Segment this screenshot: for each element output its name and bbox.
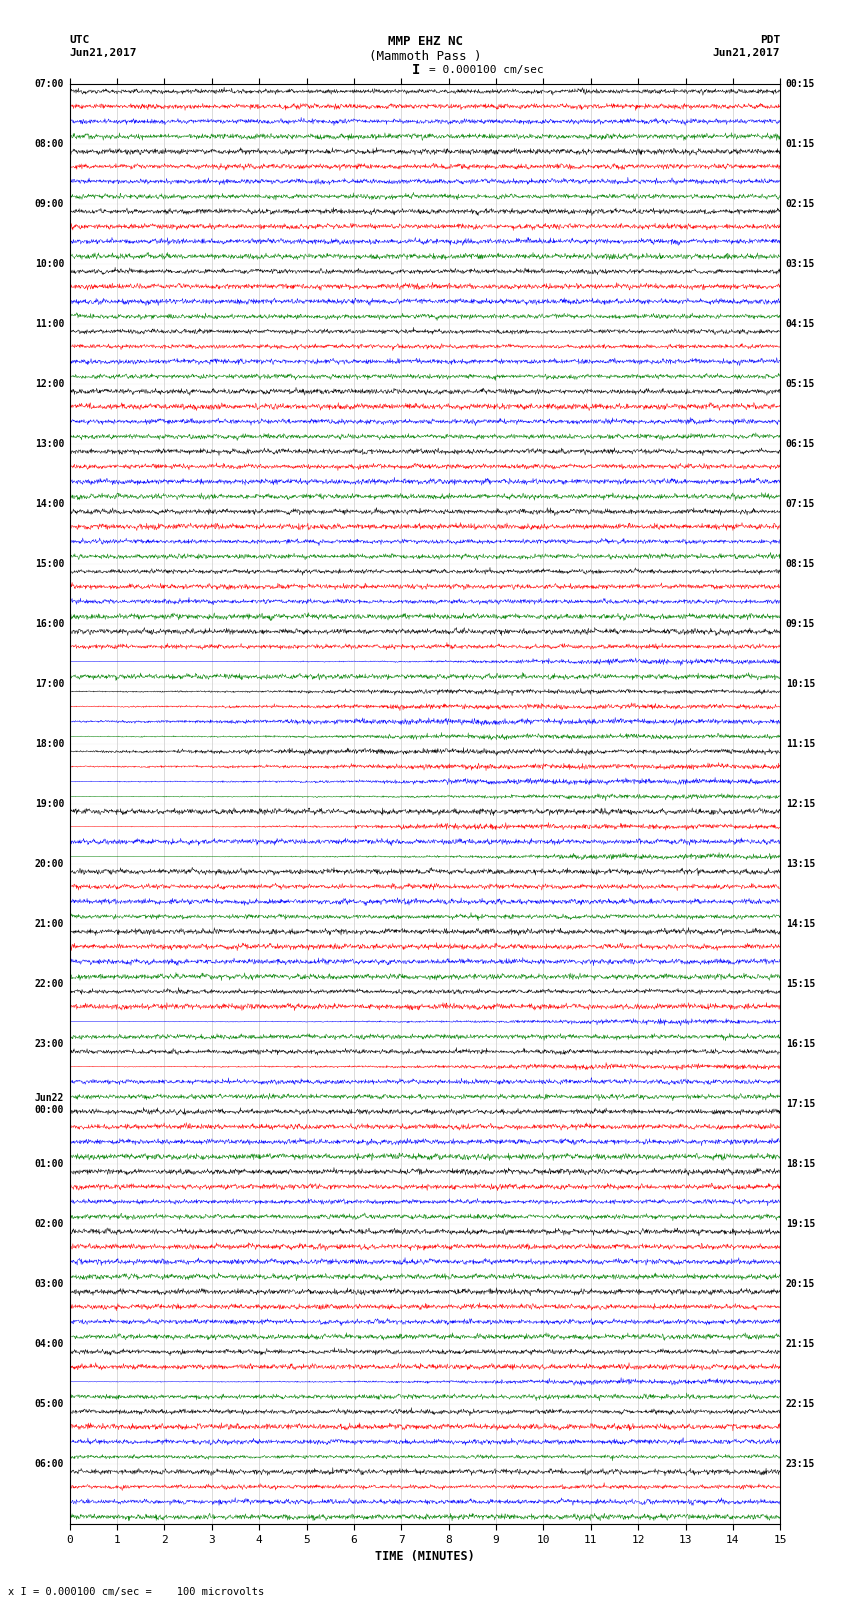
Text: 04:15: 04:15 [786, 319, 815, 329]
Text: Jun21,2017: Jun21,2017 [713, 48, 780, 58]
Text: 05:00: 05:00 [35, 1398, 64, 1410]
Text: 19:15: 19:15 [786, 1219, 815, 1229]
Text: 16:15: 16:15 [786, 1039, 815, 1048]
Text: I: I [412, 63, 421, 77]
Text: 11:00: 11:00 [35, 319, 64, 329]
Text: MMP EHZ NC: MMP EHZ NC [388, 35, 462, 48]
Text: 08:15: 08:15 [786, 560, 815, 569]
Text: = 0.000100 cm/sec: = 0.000100 cm/sec [429, 65, 544, 74]
Text: 11:15: 11:15 [786, 739, 815, 748]
Text: 22:15: 22:15 [786, 1398, 815, 1410]
Text: 15:15: 15:15 [786, 979, 815, 989]
Text: 01:15: 01:15 [786, 139, 815, 148]
Text: 01:00: 01:00 [35, 1160, 64, 1169]
Text: 05:15: 05:15 [786, 379, 815, 389]
Text: 23:00: 23:00 [35, 1039, 64, 1048]
Text: 22:00: 22:00 [35, 979, 64, 989]
Text: 04:00: 04:00 [35, 1339, 64, 1348]
Text: 15:00: 15:00 [35, 560, 64, 569]
Text: 10:00: 10:00 [35, 260, 64, 269]
Text: 13:00: 13:00 [35, 439, 64, 448]
Text: 18:00: 18:00 [35, 739, 64, 748]
Text: 17:00: 17:00 [35, 679, 64, 689]
Text: (Mammoth Pass ): (Mammoth Pass ) [369, 50, 481, 63]
Text: 02:15: 02:15 [786, 198, 815, 210]
Text: 09:00: 09:00 [35, 198, 64, 210]
Text: 21:00: 21:00 [35, 919, 64, 929]
Text: x I = 0.000100 cm/sec =    100 microvolts: x I = 0.000100 cm/sec = 100 microvolts [8, 1587, 264, 1597]
Text: Jun21,2017: Jun21,2017 [70, 48, 137, 58]
Text: 20:15: 20:15 [786, 1279, 815, 1289]
Text: 06:15: 06:15 [786, 439, 815, 448]
Text: 21:15: 21:15 [786, 1339, 815, 1348]
Text: 14:00: 14:00 [35, 498, 64, 510]
Text: 09:15: 09:15 [786, 619, 815, 629]
Text: 16:00: 16:00 [35, 619, 64, 629]
Text: 20:00: 20:00 [35, 860, 64, 869]
Text: 23:15: 23:15 [786, 1460, 815, 1469]
Text: 13:15: 13:15 [786, 860, 815, 869]
Text: Jun22
00:00: Jun22 00:00 [35, 1094, 64, 1115]
Text: 10:15: 10:15 [786, 679, 815, 689]
Text: 12:00: 12:00 [35, 379, 64, 389]
Text: 17:15: 17:15 [786, 1098, 815, 1110]
Text: 18:15: 18:15 [786, 1160, 815, 1169]
Text: 08:00: 08:00 [35, 139, 64, 148]
Text: UTC: UTC [70, 35, 90, 45]
Text: 07:15: 07:15 [786, 498, 815, 510]
Text: 00:15: 00:15 [786, 79, 815, 89]
Text: PDT: PDT [760, 35, 780, 45]
Text: 19:00: 19:00 [35, 798, 64, 810]
Text: 06:00: 06:00 [35, 1460, 64, 1469]
Text: 12:15: 12:15 [786, 798, 815, 810]
Text: 07:00: 07:00 [35, 79, 64, 89]
Text: 14:15: 14:15 [786, 919, 815, 929]
Text: 03:00: 03:00 [35, 1279, 64, 1289]
X-axis label: TIME (MINUTES): TIME (MINUTES) [375, 1550, 475, 1563]
Text: 02:00: 02:00 [35, 1219, 64, 1229]
Text: 03:15: 03:15 [786, 260, 815, 269]
